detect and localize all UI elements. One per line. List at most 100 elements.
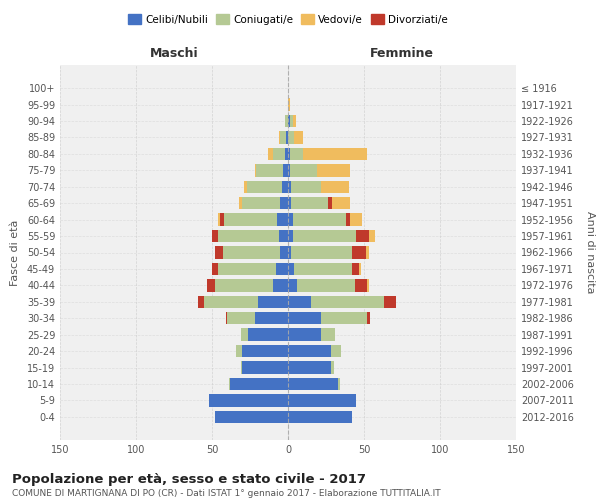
Bar (205, 296, 257, 308)
Bar (212, 263, 218, 275)
Bar (199, 296, 205, 308)
Bar (322, 180, 349, 193)
Bar (283, 164, 288, 176)
Bar (229, 378, 230, 390)
Bar (322, 328, 335, 341)
Bar (294, 132, 303, 143)
Bar (350, 214, 362, 226)
Bar (291, 246, 352, 258)
Bar (303, 148, 367, 160)
Bar (293, 115, 296, 127)
Bar (268, 148, 273, 160)
Bar (227, 312, 254, 324)
Bar (224, 214, 277, 226)
Bar (332, 197, 350, 209)
Bar (212, 230, 218, 242)
Bar (241, 328, 248, 341)
Bar (367, 279, 368, 291)
Bar (208, 279, 215, 291)
Bar (291, 197, 328, 209)
Bar (368, 230, 374, 242)
Bar (328, 197, 332, 209)
Bar (288, 410, 352, 423)
Text: Maschi: Maschi (149, 48, 199, 60)
Y-axis label: Anni di nascita: Anni di nascita (584, 211, 595, 294)
Bar (290, 115, 293, 127)
Bar (288, 362, 331, 374)
Bar (244, 180, 247, 193)
Bar (241, 362, 242, 374)
Bar (293, 214, 346, 226)
Bar (242, 362, 288, 374)
Y-axis label: Fasce di età: Fasce di età (10, 220, 20, 286)
Bar (280, 197, 288, 209)
Bar (285, 115, 288, 127)
Bar (279, 132, 280, 143)
Bar (288, 263, 294, 275)
Bar (288, 115, 290, 127)
Legend: Celibi/Nubili, Coniugati/e, Vedovi/e, Divorziati/e: Celibi/Nubili, Coniugati/e, Vedovi/e, Di… (124, 10, 452, 29)
Bar (322, 312, 367, 324)
Bar (273, 279, 288, 291)
Bar (247, 180, 282, 193)
Bar (239, 197, 242, 209)
Text: Femmine: Femmine (370, 48, 434, 60)
Bar (384, 296, 396, 308)
Bar (359, 263, 361, 275)
Bar (276, 263, 288, 275)
Bar (346, 214, 350, 226)
Bar (288, 164, 290, 176)
Bar (280, 246, 288, 258)
Bar (297, 279, 355, 291)
Bar (218, 230, 279, 242)
Bar (242, 345, 288, 357)
Bar (288, 328, 322, 341)
Bar (218, 214, 220, 226)
Bar (254, 312, 288, 324)
Bar (286, 132, 288, 143)
Bar (288, 230, 293, 242)
Bar (248, 328, 288, 341)
Bar (223, 246, 280, 258)
Bar (285, 148, 288, 160)
Bar (288, 394, 356, 406)
Bar (356, 230, 368, 242)
Bar (331, 345, 341, 357)
Bar (290, 148, 303, 160)
Bar (288, 345, 331, 357)
Text: COMUNE DI MARTIGNANA DI PO (CR) - Dati ISTAT 1° gennaio 2017 - Elaborazione TUTT: COMUNE DI MARTIGNANA DI PO (CR) - Dati I… (12, 489, 440, 498)
Bar (215, 410, 288, 423)
Bar (288, 98, 290, 111)
Bar (279, 230, 288, 242)
Bar (288, 378, 338, 390)
Bar (288, 132, 294, 143)
Bar (294, 263, 352, 275)
Bar (290, 164, 317, 176)
Bar (288, 279, 297, 291)
Bar (338, 378, 340, 390)
Bar (220, 214, 224, 226)
Bar (365, 246, 368, 258)
Bar (215, 246, 223, 258)
Bar (288, 197, 291, 209)
Bar (257, 296, 288, 308)
Bar (355, 279, 367, 291)
Bar (352, 246, 365, 258)
Bar (273, 148, 285, 160)
Bar (291, 180, 322, 193)
Bar (311, 296, 384, 308)
Bar (317, 164, 350, 176)
Bar (256, 164, 283, 176)
Bar (288, 312, 322, 324)
Bar (288, 180, 291, 193)
Bar (331, 362, 334, 374)
Bar (218, 263, 276, 275)
Bar (282, 180, 288, 193)
Bar (254, 164, 256, 176)
Bar (352, 263, 359, 275)
Bar (288, 296, 311, 308)
Bar (242, 197, 280, 209)
Bar (236, 345, 242, 357)
Bar (280, 132, 286, 143)
Text: Popolazione per età, sesso e stato civile - 2017: Popolazione per età, sesso e stato civil… (12, 472, 366, 486)
